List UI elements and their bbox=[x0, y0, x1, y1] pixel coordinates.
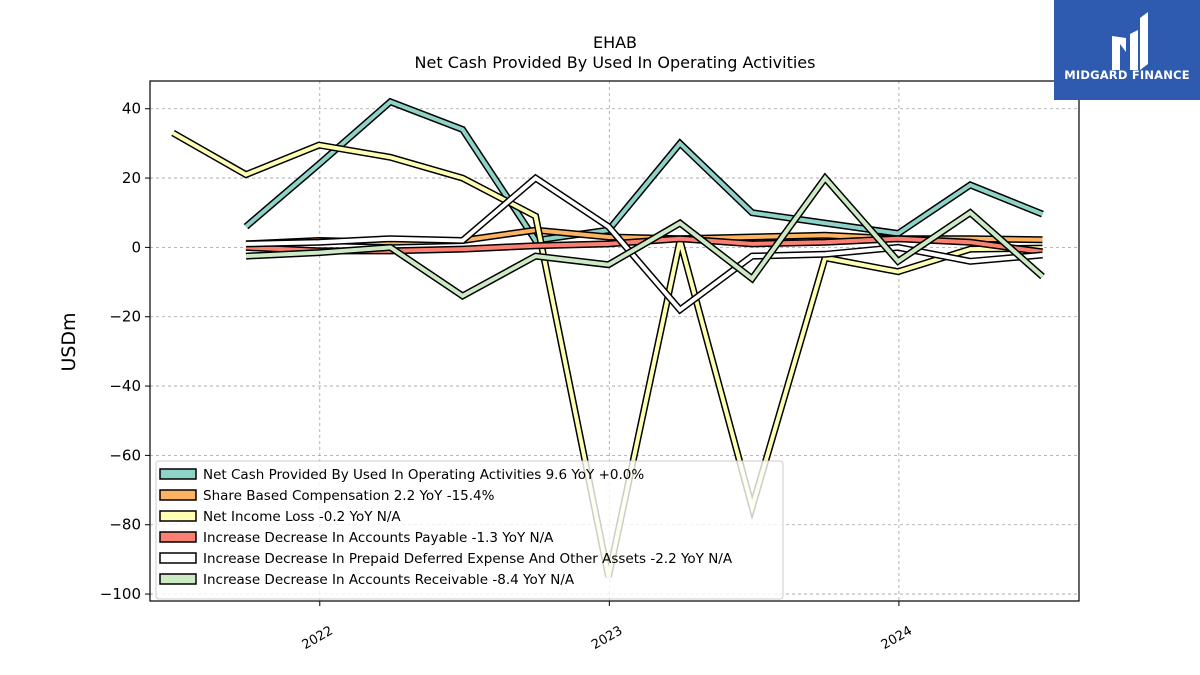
y-tick-label: −60 bbox=[109, 446, 141, 464]
y-tick-label: −20 bbox=[109, 308, 141, 326]
legend-label: Increase Decrease In Prepaid Deferred Ex… bbox=[203, 551, 733, 567]
series-line bbox=[244, 99, 1044, 243]
legend-label: Increase Decrease In Accounts Payable -1… bbox=[203, 530, 554, 546]
x-tick-label: 2024 bbox=[879, 623, 915, 653]
y-tick-label: 0 bbox=[131, 238, 141, 256]
y-tick-label: 20 bbox=[122, 169, 141, 187]
legend-swatch bbox=[159, 573, 197, 585]
legend-swatch bbox=[159, 510, 197, 522]
plot-frame bbox=[149, 80, 1080, 602]
legend-swatch bbox=[159, 552, 197, 564]
y-tick-label: 40 bbox=[122, 100, 141, 118]
legend-label: Share Based Compensation 2.2 YoY -15.4% bbox=[203, 488, 495, 504]
legend: Net Cash Provided By Used In Operating A… bbox=[155, 460, 784, 600]
midgard-logo-icon bbox=[1112, 12, 1148, 70]
brand-name: MIDGARD FINANCE bbox=[1064, 68, 1190, 82]
series-line bbox=[245, 174, 1044, 299]
legend-label: Net Cash Provided By Used In Operating A… bbox=[203, 467, 644, 483]
x-tick-label: 2023 bbox=[589, 623, 625, 653]
y-tick-label: −40 bbox=[109, 377, 141, 395]
y-tick-label: −80 bbox=[109, 516, 141, 534]
legend-swatch bbox=[159, 531, 197, 543]
y-axis-label: USDm bbox=[58, 312, 80, 371]
chart-title: EHAB bbox=[593, 33, 637, 52]
legend-swatch bbox=[159, 468, 197, 480]
x-tick-label: 2022 bbox=[300, 623, 336, 653]
y-tick-label: −100 bbox=[100, 585, 141, 603]
legend-swatch bbox=[159, 489, 197, 501]
brand-logo: MIDGARD FINANCE bbox=[1054, 0, 1200, 100]
legend-label: Increase Decrease In Accounts Receivable… bbox=[203, 572, 575, 588]
chart-subtitle: Net Cash Provided By Used In Operating A… bbox=[415, 53, 816, 72]
legend-box bbox=[155, 460, 784, 600]
legend-label: Net Income Loss -0.2 YoY N/A bbox=[203, 509, 401, 525]
